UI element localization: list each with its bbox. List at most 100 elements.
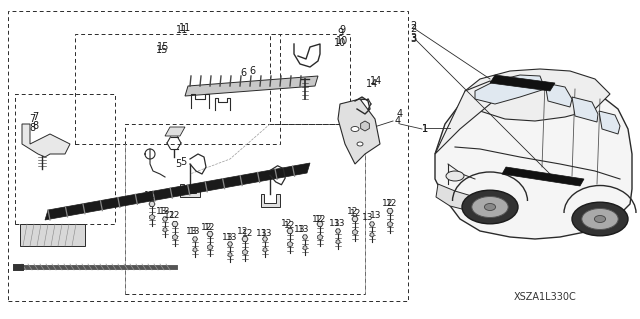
Text: 13: 13 [371,211,381,219]
Text: 13: 13 [294,226,306,234]
Text: 13: 13 [261,229,273,239]
Text: 13: 13 [329,219,340,228]
Text: 13: 13 [189,227,201,236]
Ellipse shape [484,204,495,211]
Text: 1: 1 [422,124,428,134]
Polygon shape [317,221,323,226]
Polygon shape [572,97,598,122]
Text: 12: 12 [282,219,292,228]
Text: 14: 14 [366,79,378,89]
Text: 12: 12 [144,191,156,201]
Polygon shape [545,83,572,107]
Text: 13: 13 [222,233,234,241]
Polygon shape [435,81,505,154]
Polygon shape [369,222,374,226]
Polygon shape [22,124,70,157]
Text: 1: 1 [422,124,428,134]
Text: 13: 13 [156,207,168,217]
Polygon shape [193,237,198,241]
Polygon shape [335,229,340,233]
Text: 12: 12 [202,222,212,232]
Polygon shape [465,69,610,121]
Polygon shape [599,111,620,134]
Text: 11: 11 [179,23,191,33]
Text: 14: 14 [370,76,382,86]
Polygon shape [180,184,200,197]
Polygon shape [338,99,380,164]
Polygon shape [387,208,393,214]
Polygon shape [475,75,545,104]
Polygon shape [490,75,555,91]
Polygon shape [207,231,213,237]
Text: 13: 13 [298,225,310,234]
Text: 12: 12 [348,207,358,217]
Text: 3: 3 [410,33,416,43]
Polygon shape [185,76,318,96]
Text: 12: 12 [204,224,216,233]
Text: 9: 9 [339,25,345,35]
Text: 4: 4 [395,116,401,126]
Ellipse shape [351,127,359,131]
Text: 15: 15 [157,42,169,52]
Text: 13: 13 [362,212,374,221]
Text: 2: 2 [410,21,416,31]
Polygon shape [303,235,307,239]
Text: 7: 7 [32,112,38,122]
Text: 12: 12 [142,192,154,202]
Bar [8,11,408,301]
Text: 12: 12 [387,198,397,207]
Polygon shape [45,163,310,220]
Text: 13: 13 [334,219,346,227]
Text: 10: 10 [334,38,346,48]
Text: 8: 8 [32,121,38,131]
Bar [20,224,85,246]
Text: 4: 4 [397,109,403,119]
Text: 13: 13 [186,227,198,236]
Text: 12: 12 [284,221,296,231]
Text: 5: 5 [180,157,186,167]
Text: 5: 5 [175,159,181,169]
Polygon shape [502,167,584,186]
Text: 13: 13 [227,234,237,242]
Bar [270,34,350,124]
Ellipse shape [572,202,628,236]
Text: 9: 9 [337,28,343,38]
Polygon shape [149,201,155,207]
Ellipse shape [446,171,464,181]
Polygon shape [287,228,293,234]
Text: 12: 12 [316,216,326,225]
Ellipse shape [462,190,518,224]
Ellipse shape [582,209,618,229]
Polygon shape [172,221,178,226]
Polygon shape [227,242,232,246]
Text: 10: 10 [336,36,348,46]
Text: 8: 8 [29,123,35,133]
Polygon shape [165,127,185,136]
Bar [15,94,115,224]
Text: 2: 2 [410,24,416,34]
Text: 3: 3 [410,34,416,44]
Polygon shape [436,184,490,211]
Text: 12: 12 [312,214,324,224]
Text: 13: 13 [159,206,171,216]
Text: 12: 12 [237,227,249,236]
Text: 6: 6 [249,66,255,76]
Text: 11: 11 [176,25,188,35]
Ellipse shape [595,216,605,222]
Polygon shape [242,236,248,241]
Text: 13: 13 [256,228,268,238]
Text: 12: 12 [170,211,180,220]
Ellipse shape [472,197,508,218]
Text: 12: 12 [164,211,176,220]
Polygon shape [163,217,168,221]
Polygon shape [262,237,268,241]
Polygon shape [352,216,358,222]
Bar [75,34,280,144]
Text: 6: 6 [240,68,246,78]
Ellipse shape [357,142,363,146]
Polygon shape [435,82,632,239]
Text: XSZA1L330C: XSZA1L330C [514,292,577,302]
Text: 7: 7 [29,114,35,124]
Text: 12: 12 [243,229,253,239]
Text: 12: 12 [382,199,394,209]
